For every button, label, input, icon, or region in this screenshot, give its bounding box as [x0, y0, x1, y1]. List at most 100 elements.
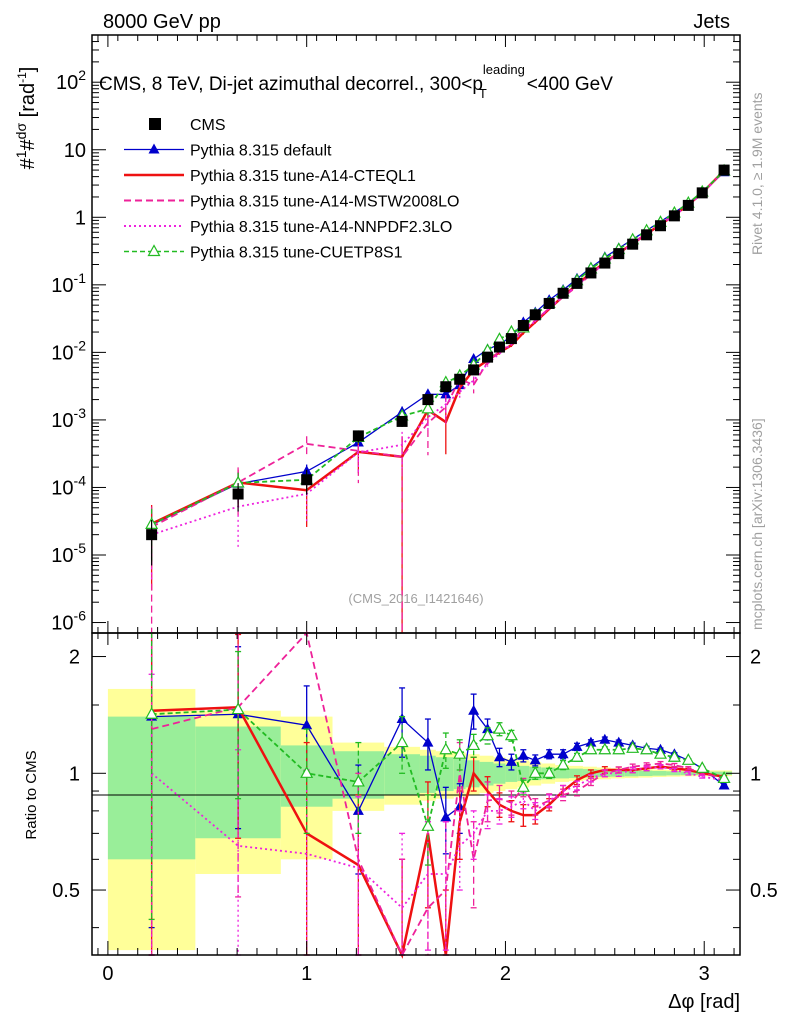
cuetp-marker — [421, 401, 435, 414]
title-suffix: <400 GeV — [527, 74, 613, 95]
title-prefix: CMS, 8 TeV, Di-jet azimuthal decorrel., … — [99, 74, 483, 95]
rivet-label: Rivet 4.1.0, ≥ 1.9M events — [749, 92, 765, 255]
default-marker — [493, 751, 505, 762]
ylabel-dsigma: dσ — [13, 123, 29, 140]
stat-band — [453, 758, 466, 790]
cuetp-marker — [516, 780, 530, 792]
cms-point — [696, 187, 708, 199]
cms-point — [493, 341, 505, 353]
y-tick-label: 10 — [64, 140, 86, 162]
ylabel-hash: # — [17, 157, 39, 169]
ylabel-exp: -1 — [15, 72, 29, 83]
legend-label-cms: CMS — [190, 117, 226, 134]
cms-point — [627, 238, 639, 250]
svg-text:#1#dσ [rad-1]: #1#dσ [rad-1] — [13, 67, 39, 170]
nnpdf-ratio-line — [151, 765, 725, 910]
cms-data-points — [146, 164, 730, 566]
cms-point — [654, 220, 666, 232]
cms-point — [440, 381, 452, 393]
y-tick-label: 10-6 — [51, 608, 86, 635]
ratio-panel: 0 1 2 3 0.5 0.5 1 1 2 2 — [52, 631, 778, 985]
cuetp-marker — [481, 728, 495, 741]
cms-point — [454, 373, 466, 385]
cms-point — [613, 248, 625, 260]
cuetp-marker — [717, 771, 731, 784]
default-marker — [557, 748, 569, 759]
cms-point — [668, 210, 680, 222]
stat-band — [666, 771, 681, 776]
ratio-y-tick-label-right: 0.5 — [750, 880, 778, 902]
cuetp-marker — [528, 766, 542, 778]
cuetp-marker — [467, 738, 481, 751]
legend-label-mstw: Pythia 8.315 tune-A14-MSTW2008LO — [190, 194, 459, 211]
stat-band — [569, 768, 583, 779]
legend-label-cteql1: Pythia 8.315 tune-A14-CTEQL1 — [190, 168, 416, 185]
ratio-y-tick-label-right: 2 — [750, 647, 761, 669]
x-tick-label: 2 — [500, 963, 511, 985]
default-marker — [517, 749, 529, 760]
plot-title: CMS, 8 TeV, Di-jet azimuthal decorrel., … — [99, 62, 613, 101]
cms-point — [718, 164, 730, 176]
legend-marker-cms — [149, 118, 161, 130]
analysis-id: (CMS_2016_I1421646) — [348, 591, 483, 606]
cuetp-marker — [556, 757, 570, 770]
default-marker — [468, 704, 480, 715]
legend: CMS Pythia 8.315 default Pythia 8.315 tune… — [124, 117, 459, 262]
legend-label-default: Pythia 8.315 default — [190, 143, 332, 160]
stat-band — [680, 771, 695, 776]
cuetp-marker — [598, 742, 612, 755]
default-marker — [301, 719, 313, 730]
title-superscript: leading — [483, 62, 525, 77]
ratio-bands — [107, 688, 733, 951]
stat-band — [710, 771, 733, 775]
default-marker — [718, 779, 730, 790]
default-marker — [529, 754, 541, 765]
default-marker — [440, 388, 452, 399]
stat-band — [652, 770, 667, 776]
cuetp-marker — [653, 746, 668, 759]
cuetp-marker — [421, 819, 435, 831]
stat-band — [419, 755, 436, 793]
y-tick-label: 10-1 — [51, 270, 86, 297]
ylabel-close: ] — [17, 67, 39, 73]
stat-band — [493, 763, 506, 784]
x-tick-label: 3 — [699, 963, 710, 985]
cms-point — [682, 199, 694, 211]
cuetp-marker — [300, 766, 314, 778]
cuetp-marker — [584, 742, 598, 755]
stat-band — [517, 765, 530, 782]
legend-cuetp-marker — [147, 244, 161, 257]
cms-point — [599, 257, 611, 269]
x-tick-label: 0 — [102, 963, 113, 985]
y-tick-label: 10-2 — [51, 337, 86, 364]
y-tick-label: 1 — [75, 207, 86, 229]
main-axis-ticks: 10-6 10-5 10-4 10-3 10-2 10-1 1 10 102 — [51, 34, 740, 635]
ratio-y-tick-label: 1 — [69, 763, 80, 785]
default-marker — [543, 748, 555, 759]
cms-point — [468, 364, 480, 376]
cuetp-marker — [439, 742, 453, 755]
cuetp-marker — [626, 741, 640, 753]
cuetp-marker — [542, 766, 556, 778]
default-marker — [599, 733, 611, 744]
cms-point — [557, 287, 569, 299]
cms-point — [505, 333, 517, 345]
cms-point — [517, 319, 529, 331]
energy-label: 8000 GeV pp — [103, 11, 221, 33]
cuetp-marker — [395, 735, 409, 748]
x-tick-label: 1 — [301, 963, 312, 985]
cuetp-marker — [453, 746, 467, 759]
stat-band — [624, 770, 639, 777]
ylabel-hash2: # — [17, 138, 39, 150]
ratio-y-tick-label: 0.5 — [52, 880, 80, 902]
cuetp-marker — [695, 761, 709, 773]
title-subscript: T — [479, 86, 487, 101]
cuetp-marker — [612, 742, 626, 755]
cuetp-marker — [145, 706, 159, 719]
cms-point — [585, 267, 597, 279]
cms-point — [571, 277, 583, 289]
default-marker — [440, 811, 452, 822]
cuetp-marker — [492, 721, 506, 734]
main-panel: 10-6 10-5 10-4 10-3 10-2 10-1 1 10 102 — [51, 34, 741, 635]
ratio-series-group — [145, 631, 731, 959]
